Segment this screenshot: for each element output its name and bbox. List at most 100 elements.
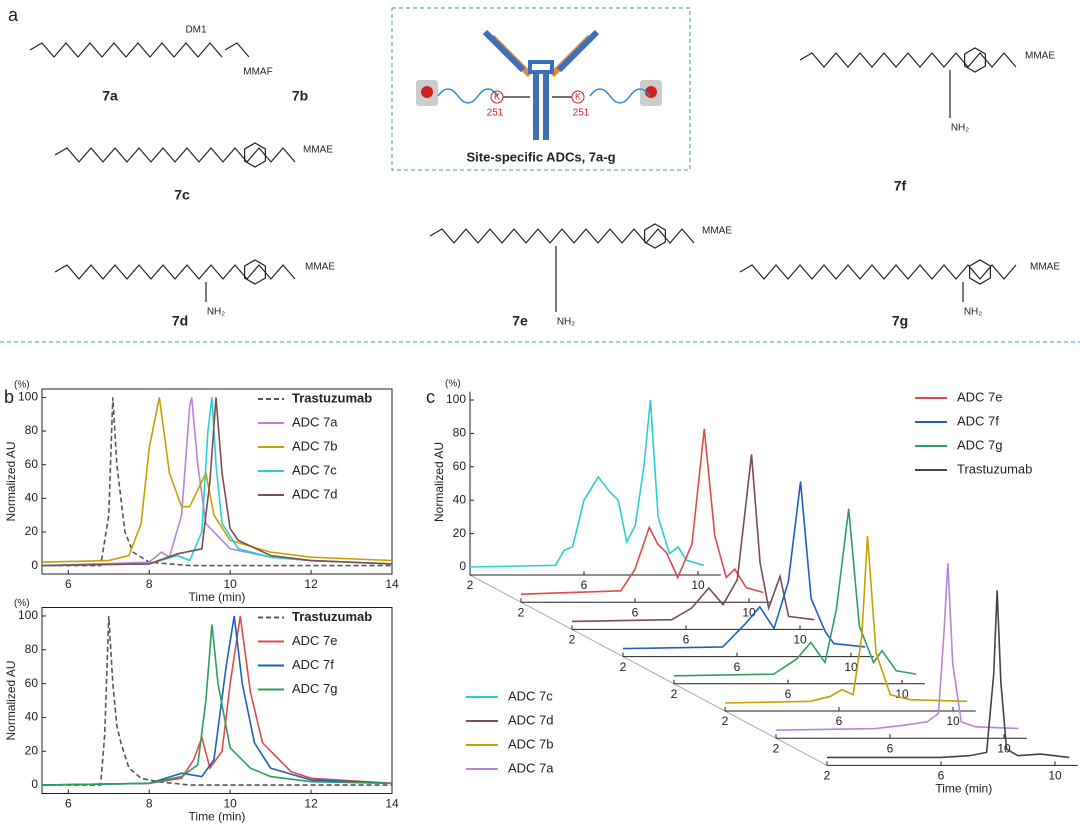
compound-label: 7f bbox=[894, 178, 907, 194]
legend-label: ADC 7g bbox=[957, 437, 1003, 452]
y-tick-label: 100 bbox=[18, 608, 38, 622]
compound-label: 7d bbox=[172, 313, 188, 329]
legend-label: ADC 7c bbox=[508, 688, 553, 703]
payload: MMAE bbox=[702, 226, 732, 237]
legend-label: ADC 7f bbox=[292, 657, 334, 672]
legend-label: ADC 7e bbox=[957, 389, 1003, 404]
y-tick-label: 60 bbox=[453, 459, 467, 473]
y-axis-label: Normalized AU bbox=[4, 441, 18, 521]
x-tick-label: 2 bbox=[569, 633, 576, 647]
series-line bbox=[41, 615, 393, 786]
x-tick-label: 2 bbox=[671, 687, 678, 701]
y-tick-label: 80 bbox=[25, 642, 39, 656]
compound-label: 7a bbox=[102, 88, 118, 104]
series-line bbox=[41, 397, 393, 567]
compound-label: 7e bbox=[512, 313, 528, 329]
structure-bond bbox=[799, 52, 1017, 68]
benzene-ring bbox=[969, 259, 991, 285]
series-line bbox=[673, 508, 917, 677]
payload: MMAE bbox=[303, 145, 333, 156]
payload: DM1 bbox=[185, 25, 207, 36]
y-tick-label: 0 bbox=[31, 558, 38, 572]
x-tick-label: 10 bbox=[223, 577, 237, 591]
legend-label: ADC 7a bbox=[292, 414, 338, 429]
benzene-ring bbox=[964, 47, 986, 73]
x-tick-label: 10 bbox=[844, 660, 858, 674]
y-axis-label: Normalized AU bbox=[432, 442, 446, 522]
y-tick-label: 40 bbox=[25, 490, 39, 504]
x-tick-label: 6 bbox=[632, 605, 639, 619]
x-tick-label: 10 bbox=[1048, 769, 1062, 783]
x-tick-label: 6 bbox=[65, 797, 72, 811]
legend-label: Trastuzumab bbox=[292, 390, 372, 405]
y-tick-label: 20 bbox=[453, 526, 467, 540]
y-tick-label: 40 bbox=[25, 710, 39, 724]
series-line bbox=[520, 428, 764, 595]
panel-label: c bbox=[426, 387, 435, 407]
depth-axis bbox=[469, 574, 828, 766]
plot-frame bbox=[41, 388, 393, 575]
y-axis-label: Normalized AU bbox=[4, 660, 18, 740]
x-tick-label: 2 bbox=[824, 769, 831, 783]
structure-bond bbox=[54, 264, 296, 280]
x-tick-label: 14 bbox=[385, 577, 399, 591]
plot-frame bbox=[41, 607, 393, 794]
x-tick-label: 6 bbox=[887, 741, 894, 755]
x-axis-label: Time (min) bbox=[189, 810, 246, 824]
legend-label: ADC 7d bbox=[508, 712, 554, 727]
x-tick-label: 6 bbox=[785, 687, 792, 701]
x-tick-label: 6 bbox=[836, 714, 843, 728]
series-line bbox=[775, 563, 1019, 731]
legend-label: Trastuzumab bbox=[292, 609, 372, 624]
compound-label: 7b bbox=[292, 88, 308, 104]
antibody-box bbox=[391, 7, 691, 171]
series-line bbox=[827, 590, 1070, 759]
payload: MMAE bbox=[305, 262, 335, 273]
x-tick-label: 8 bbox=[146, 797, 153, 811]
x-tick-label: 6 bbox=[734, 660, 741, 674]
x-tick-label: 12 bbox=[304, 797, 318, 811]
amine: NH₂ bbox=[557, 317, 575, 328]
residue-position: 251 bbox=[573, 108, 590, 119]
y-tick-label: 60 bbox=[25, 457, 39, 471]
x-tick-label: 2 bbox=[620, 660, 627, 674]
benzene-ring bbox=[644, 223, 666, 249]
x-tick-label: 2 bbox=[773, 741, 780, 755]
legend-label: ADC 7d bbox=[292, 486, 338, 501]
structure-bond bbox=[429, 228, 695, 244]
structure-bond bbox=[29, 42, 223, 58]
x-tick-label: 2 bbox=[518, 605, 525, 619]
x-tick-label: 2 bbox=[722, 714, 729, 728]
y-tick-label: 0 bbox=[31, 777, 38, 791]
series-line bbox=[41, 397, 393, 567]
x-tick-label: 10 bbox=[223, 797, 237, 811]
legend-label: ADC 7e bbox=[292, 633, 338, 648]
amine: NH₂ bbox=[207, 307, 225, 318]
legend-label: ADC 7g bbox=[292, 681, 338, 696]
structure-bond bbox=[739, 264, 1017, 280]
y-tick-label: 20 bbox=[25, 743, 39, 757]
payload: MMAE bbox=[1030, 262, 1060, 273]
antibody-caption: Site-specific ADCs, 7a-g bbox=[466, 149, 615, 164]
legend-label: ADC 7a bbox=[508, 760, 554, 775]
x-tick-label: 6 bbox=[581, 578, 588, 592]
residue: K bbox=[494, 91, 500, 101]
structure-bond bbox=[54, 147, 296, 163]
x-tick-label: 8 bbox=[146, 577, 153, 591]
x-tick-label: 10 bbox=[742, 605, 756, 619]
y-tick-label: 20 bbox=[25, 524, 39, 538]
antibody bbox=[416, 29, 662, 140]
legend-label: ADC 7c bbox=[292, 462, 337, 477]
x-tick-label: 6 bbox=[938, 769, 945, 783]
amine: NH₂ bbox=[964, 307, 982, 318]
legend-label: ADC 7b bbox=[508, 736, 554, 751]
x-axis-label: Time (min) bbox=[935, 782, 992, 796]
panel-label: b bbox=[4, 387, 14, 407]
compound-label: 7c bbox=[174, 187, 190, 203]
series-line bbox=[41, 624, 393, 786]
series-line bbox=[41, 615, 393, 786]
series-line bbox=[42, 397, 392, 567]
y-unit: (%) bbox=[445, 379, 461, 390]
amine: NH₂ bbox=[951, 123, 969, 134]
series-line bbox=[571, 454, 815, 623]
